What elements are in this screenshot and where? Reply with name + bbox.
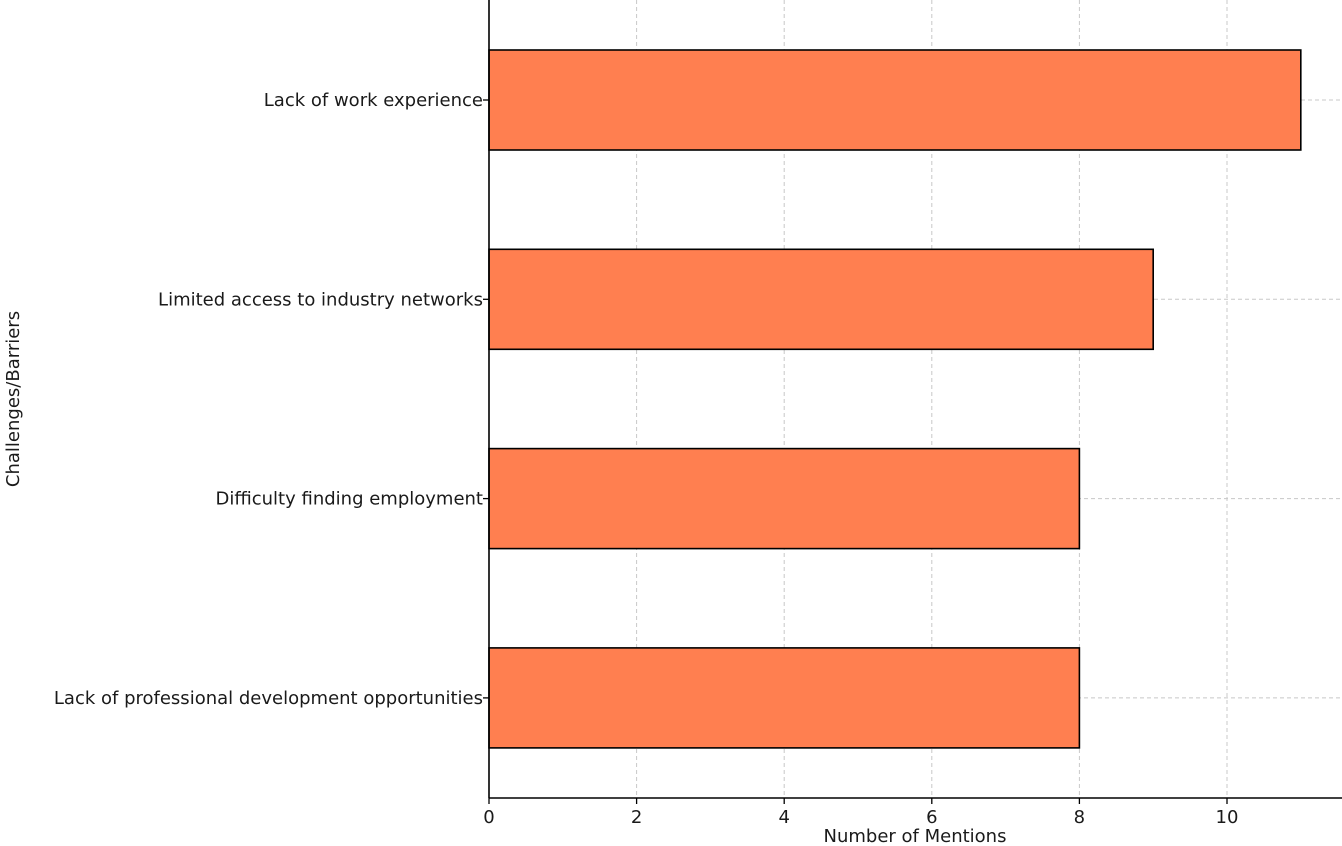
x-tick-label: 4 — [778, 807, 789, 828]
bar — [488, 647, 1081, 749]
x-tick-label: 2 — [631, 807, 642, 828]
x-tick-label: 6 — [926, 807, 937, 828]
category-label: Lack of professional development opportu… — [54, 688, 483, 709]
x-tick-label: 0 — [483, 807, 494, 828]
bar — [488, 248, 1155, 351]
y-axis-title: Challenges/Barriers — [3, 311, 24, 487]
bar — [488, 447, 1081, 550]
x-ticks: 0 2 4 6 8 10 — [483, 798, 1238, 828]
x-axis-title: Number of Mentions — [824, 826, 1007, 846]
x-tick-label: 8 — [1074, 807, 1085, 828]
bar — [488, 49, 1302, 151]
category-labels: Lack of work experience Limited access to… — [54, 90, 489, 709]
bars-layer — [488, 49, 1302, 749]
category-label: Limited access to industry networks — [158, 289, 483, 310]
category-label: Difficulty finding employment — [215, 489, 483, 510]
x-tick-label: 10 — [1216, 807, 1239, 828]
category-label: Lack of work experience — [264, 90, 483, 111]
axes-layer — [488, 0, 1342, 799]
